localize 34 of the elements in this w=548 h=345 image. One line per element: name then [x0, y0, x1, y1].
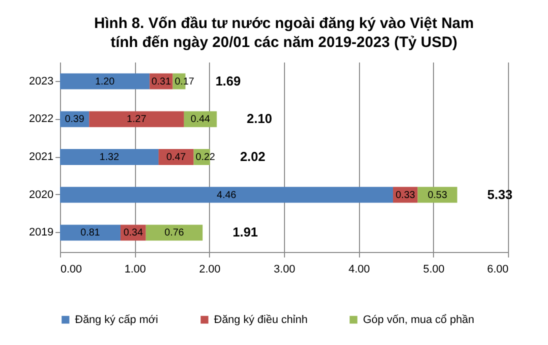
- total-label: 2.10: [246, 111, 272, 126]
- x-tick-label: 3.00: [274, 264, 296, 276]
- legend-label: Đăng ký điều chỉnh: [214, 314, 308, 326]
- data-label: 1.32: [100, 152, 120, 163]
- data-label: 0.39: [64, 114, 85, 126]
- data-label: 0.44: [190, 114, 211, 126]
- data-label: 1.20: [95, 76, 115, 88]
- x-tick-label: 5.00: [423, 264, 445, 276]
- y-tick-label: 2022: [29, 113, 54, 126]
- y-tick-label: 2020: [29, 188, 54, 201]
- total-label: 1.91: [232, 224, 258, 240]
- y-tick-label: 2019: [29, 226, 54, 239]
- x-tick-label: 1.00: [124, 264, 146, 276]
- x-tick-label: 4.00: [348, 264, 370, 276]
- data-label: 0.81: [80, 228, 100, 239]
- total-label: 1.69: [215, 73, 241, 88]
- data-label: 1.27: [126, 114, 147, 126]
- data-label: 0.53: [428, 190, 448, 201]
- chart-title: Hình 8. Vốn đầu tư nước ngoài đăng ký vào Việt Nam tính đến ngày 20/01 các năm 2019-2023 (Tỷ USD): [94, 15, 474, 51]
- y-tick-label: 2021: [29, 151, 54, 163]
- x-tick-label: 2.00: [199, 264, 221, 276]
- data-label: 4.46: [216, 190, 237, 201]
- data-label: 0.34: [123, 228, 144, 239]
- total-label: 2.02: [240, 149, 266, 164]
- data-label: 0.31: [151, 76, 172, 88]
- x-tick-label: 6.00: [487, 264, 508, 276]
- legend-label: Đăng ký cấp mới: [75, 314, 158, 326]
- data-label: 0.47: [166, 152, 186, 163]
- data-label: 0.33: [396, 190, 416, 201]
- legend-label: Góp vốn, mua cổ phần: [363, 314, 474, 326]
- x-tick-label: 0.00: [60, 264, 82, 276]
- total-label: 5.33: [487, 186, 513, 202]
- y-tick-label: 2023: [29, 75, 54, 88]
- data-label: 0.76: [164, 228, 184, 239]
